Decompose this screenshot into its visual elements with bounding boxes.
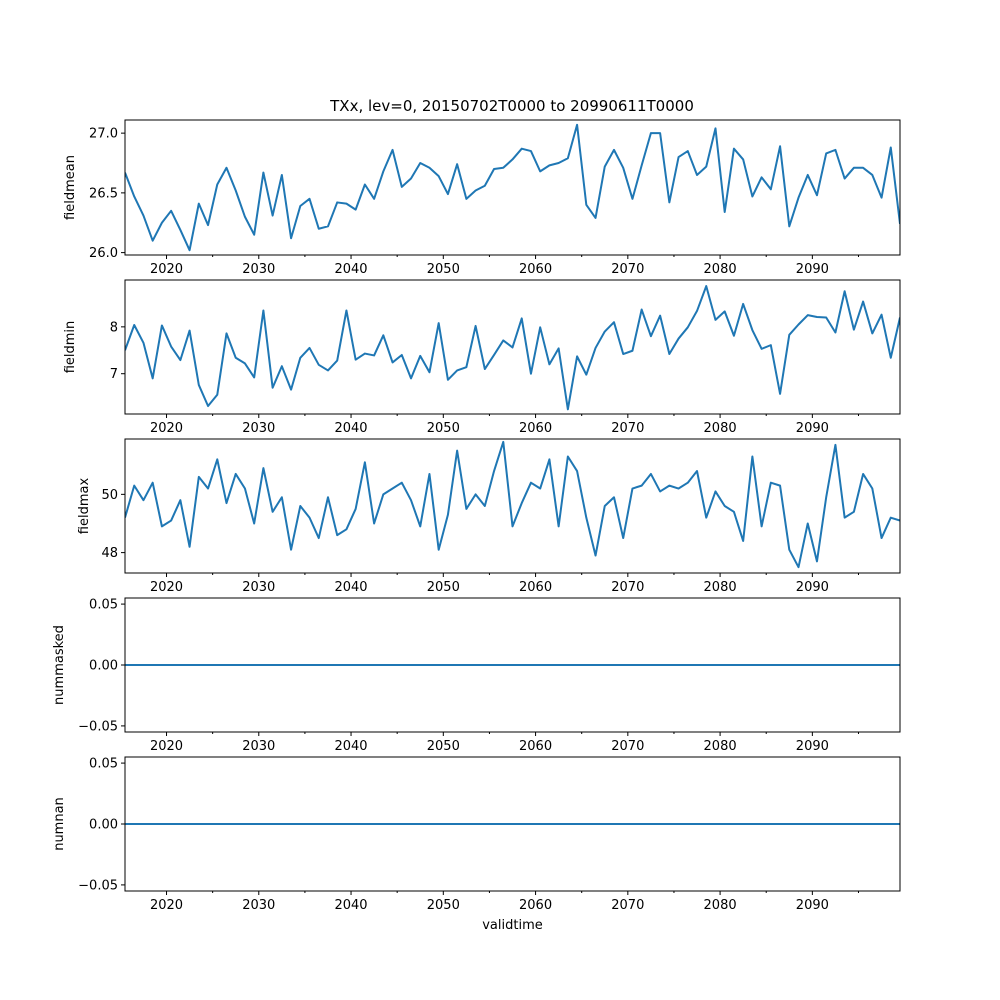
y-tick-label: 0.00 xyxy=(89,659,118,674)
x-tick-label: 2070 xyxy=(611,580,644,595)
y-tick-label: 0.05 xyxy=(89,598,118,613)
axes-frame xyxy=(124,438,901,574)
x-tick-label: 2070 xyxy=(611,898,644,913)
x-tick-label: 2050 xyxy=(427,898,460,913)
x-tick-label: 2020 xyxy=(150,739,183,754)
x-tick-label: 2060 xyxy=(519,580,552,595)
x-tick-label: 2060 xyxy=(519,262,552,277)
y-axis-label: nummasked xyxy=(52,625,67,705)
x-tick-label: 2060 xyxy=(519,421,552,436)
y-tick-label: 8 xyxy=(110,320,118,335)
x-tick-label: 2040 xyxy=(334,421,367,436)
x-tick-label: 2080 xyxy=(704,580,737,595)
x-tick-label: 2030 xyxy=(242,739,275,754)
y-tick-label: −0.05 xyxy=(78,878,118,893)
subplot-nummasked: −0.05 0.00 0.05 nummasked 2020 2030 2040 2050 20… xyxy=(52,597,901,754)
axes-frame xyxy=(124,119,901,256)
x-tick-label: 2030 xyxy=(242,898,275,913)
x-tick-label: 2080 xyxy=(704,421,737,436)
y-tick-label: 50 xyxy=(101,488,118,503)
y-tick-label: 0.05 xyxy=(89,757,118,772)
subplot-fieldmax: 48 50 fieldmax 2020 2030 2040 2050 2060 2070 2080… xyxy=(77,438,901,595)
series-line-fieldmin xyxy=(125,285,900,411)
x-tick-label: 2090 xyxy=(796,739,829,754)
chart-title: TXx, lev=0, 20150702T0000 to 20990611T00… xyxy=(329,97,694,115)
x-tick-label: 2020 xyxy=(150,580,183,595)
x-tick-label: 2040 xyxy=(334,262,367,277)
x-tick-label: 2030 xyxy=(242,262,275,277)
x-tick-label: 2080 xyxy=(704,262,737,277)
x-tick-label: 2050 xyxy=(427,580,460,595)
x-tick-label: 2050 xyxy=(427,262,460,277)
x-tick-label: 2020 xyxy=(150,421,183,436)
x-tick-label: 2040 xyxy=(334,739,367,754)
y-tick-label: 7 xyxy=(110,367,118,382)
x-tick-label: 2020 xyxy=(150,262,183,277)
y-tick-label: 26.5 xyxy=(89,186,118,201)
x-tick-label: 2090 xyxy=(796,580,829,595)
x-tick-label: 2080 xyxy=(704,898,737,913)
x-tick-label: 2070 xyxy=(611,421,644,436)
x-tick-label: 2050 xyxy=(427,421,460,436)
x-tick-label: 2050 xyxy=(427,739,460,754)
x-tick-label: 2070 xyxy=(611,739,644,754)
x-tick-label: 2030 xyxy=(242,580,275,595)
y-tick-label: 27.0 xyxy=(89,127,118,142)
y-axis-label: fieldmax xyxy=(77,478,92,535)
y-tick-label: 0.00 xyxy=(89,818,118,833)
subplots: 26.0 26.5 27.0 fieldmean 2020 2030 2040 2050 206… xyxy=(52,119,901,933)
y-tick-label: −0.05 xyxy=(78,719,118,734)
x-tick-label: 2080 xyxy=(704,739,737,754)
axes-frame xyxy=(124,279,901,415)
x-tick-label: 2090 xyxy=(796,898,829,913)
x-tick-label: 2030 xyxy=(242,421,275,436)
y-axis-label: fieldmean xyxy=(63,155,78,220)
x-tick-label: 2040 xyxy=(334,898,367,913)
subplot-fieldmean: 26.0 26.5 27.0 fieldmean 2020 2030 2040 2050 206… xyxy=(63,119,901,277)
x-tick-label: 2040 xyxy=(334,580,367,595)
x-tick-label: 2090 xyxy=(796,421,829,436)
x-tick-label: 2020 xyxy=(150,898,183,913)
x-axis-label: validtime xyxy=(482,918,543,933)
y-tick-label: 26.0 xyxy=(89,246,118,261)
y-axis-label: numnan xyxy=(52,797,67,851)
subplot-numnan: −0.05 0.00 0.05 numnan 2020 2030 2040 2050 2060 2… xyxy=(52,756,901,933)
series-line-fieldmax xyxy=(125,440,900,569)
x-tick-label: 2070 xyxy=(611,262,644,277)
series-line-fieldmean xyxy=(125,123,900,252)
x-tick-label: 2060 xyxy=(519,898,552,913)
y-tick-label: 48 xyxy=(101,546,118,561)
y-axis-label: fieldmin xyxy=(63,321,78,374)
x-tick-label: 2090 xyxy=(796,262,829,277)
subplot-fieldmin: 7 8 fieldmin 2020 2030 2040 2050 2060 2070 2080 20… xyxy=(63,279,901,436)
x-tick-label: 2060 xyxy=(519,739,552,754)
